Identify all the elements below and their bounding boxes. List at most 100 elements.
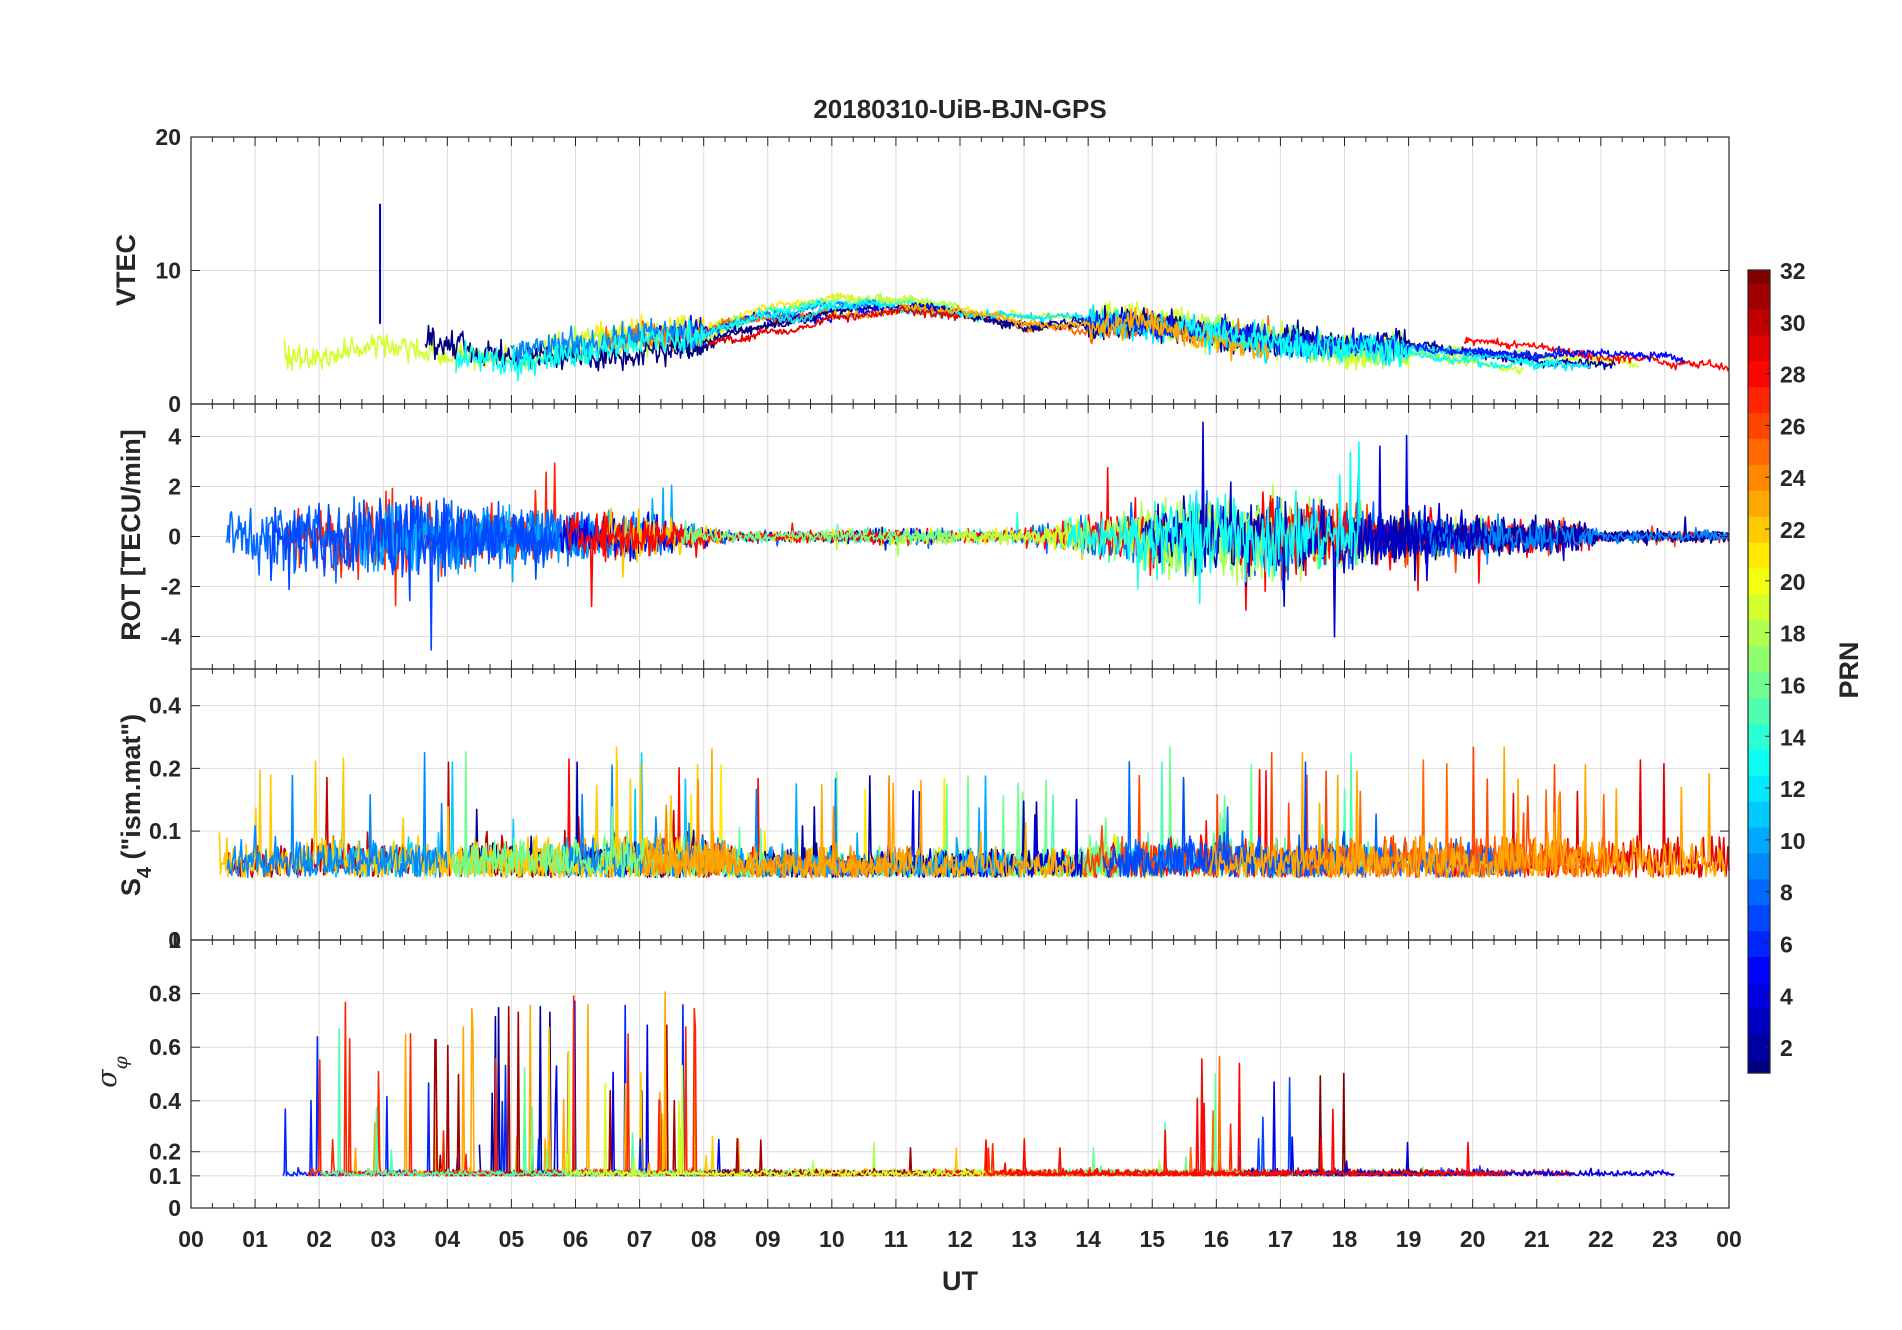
colorbar-tick-label: 8 — [1780, 880, 1793, 906]
x-tick-label: 19 — [1396, 1226, 1422, 1252]
prn-trace — [320, 1028, 708, 1177]
sigma-y-tick-label: 0.4 — [149, 1088, 181, 1114]
colorbar-swatch — [1748, 671, 1770, 699]
colorbar-swatch — [1748, 775, 1770, 802]
colorbar-tick-label: 10 — [1780, 828, 1806, 854]
x-tick-label: 13 — [1011, 1226, 1037, 1252]
prn-trace — [643, 748, 1076, 879]
sigma-ylabel: σφ — [92, 1055, 132, 1087]
rot-y-tick-label: 4 — [168, 424, 181, 450]
vtec-traces — [283, 203, 1730, 382]
rot-panel: -4 -2 0 2 4 — [161, 403, 1730, 670]
colorbar-swatch — [1748, 593, 1770, 621]
x-tick-label: 15 — [1139, 1226, 1165, 1252]
x-tick-label: 20 — [1460, 1226, 1486, 1252]
vtec-panel: 0 10 20 — [155, 124, 1730, 417]
vtec-y-tick-label: 20 — [155, 124, 181, 150]
s4-ylabel-sub: 4 — [134, 866, 156, 878]
colorbar-swatch — [1748, 334, 1770, 362]
s4-panel: 0.1 0.2 0.4 0 — [149, 668, 1730, 953]
x-tick-label: 14 — [1075, 1226, 1101, 1252]
prn-trace — [1207, 746, 1726, 879]
sigma-ylabel-main: σ — [92, 1068, 123, 1088]
prn-trace — [269, 495, 555, 651]
x-tick-label: 00 — [178, 1226, 204, 1252]
colorbar-swatch — [1748, 308, 1770, 336]
prn-trace — [1142, 421, 1490, 638]
colorbar-swatch — [1748, 270, 1770, 284]
colorbar-tick-label: 14 — [1780, 724, 1806, 750]
x-tick-label: 22 — [1588, 1226, 1614, 1252]
colorbar-swatch — [1748, 386, 1770, 414]
x-tick-label: 10 — [819, 1226, 845, 1252]
s4-ylabel-tail: ("ism.mat") — [116, 714, 146, 867]
colorbar-swatch — [1748, 438, 1770, 465]
colorbar-tick-label: 22 — [1780, 517, 1806, 543]
colorbar-frame — [1747, 269, 1771, 1074]
x-tick-label: 09 — [755, 1226, 781, 1252]
sigma-phi-panel: 0 0.10.2 0.4 0.6 0.8 1 — [149, 927, 1730, 1221]
sigma-y-tick-label: 0.8 — [149, 981, 181, 1007]
prn-trace — [510, 299, 877, 366]
colorbar-tick-label: 12 — [1780, 776, 1806, 802]
colorbar-swatch — [1748, 516, 1770, 543]
prn-trace — [831, 303, 1270, 362]
colorbar-swatch — [1748, 412, 1770, 439]
s4-y-tick-label: 0 — [168, 927, 181, 953]
colorbar-swatch — [1748, 878, 1770, 906]
colorbar-swatch — [1748, 645, 1770, 673]
colorbar-swatch — [1748, 852, 1770, 880]
sigma-y-tick-label: 0.2 — [149, 1139, 181, 1165]
prn-trace — [1177, 313, 1557, 371]
colorbar-swatch — [1748, 904, 1770, 932]
prn-trace — [1463, 336, 1730, 372]
s4-y-tick-label: 0.1 — [149, 818, 181, 844]
x-tick-label: 06 — [563, 1226, 589, 1252]
x-tick-label: 12 — [947, 1226, 973, 1252]
vtec-ylabel: VTEC — [111, 234, 141, 306]
colorbar-label: PRN — [1834, 641, 1864, 698]
colorbar-tick-label: 18 — [1780, 621, 1806, 647]
prn-trace — [707, 305, 961, 346]
colorbar-swatch — [1748, 723, 1770, 750]
rot-ylabel: ROT [TECU/min] — [116, 429, 146, 640]
colorbar-swatch — [1748, 464, 1770, 491]
s4-y-tick-label: 0.2 — [149, 755, 181, 781]
colorbar-tick-label: 2 — [1780, 1035, 1793, 1061]
colorbar-tick-label: 4 — [1780, 983, 1793, 1009]
colorbar-swatch — [1748, 1060, 1770, 1074]
prn-trace — [998, 1097, 1507, 1177]
colorbar-swatch — [1748, 801, 1770, 828]
colorbar-swatch — [1748, 490, 1770, 517]
colorbar-tick-label: 30 — [1780, 310, 1806, 336]
colorbar-swatch — [1748, 1034, 1770, 1061]
colorbar-swatch — [1748, 541, 1770, 569]
x-tick-label: 08 — [691, 1226, 717, 1252]
colorbar-tick-label: 24 — [1780, 465, 1806, 491]
rot-y-tick-label: 2 — [168, 474, 181, 500]
x-tick-label: 04 — [435, 1226, 461, 1252]
prn-trace — [1073, 310, 1564, 362]
x-tick-label: 18 — [1332, 1226, 1358, 1252]
s4-ylabel-main: S — [116, 878, 146, 896]
rot-y-tick-label: 0 — [168, 524, 181, 550]
vtec-y-tick-label: 0 — [168, 391, 181, 417]
prn-trace — [1410, 509, 1730, 565]
sigma-ylabel-sub: φ — [110, 1055, 132, 1069]
s4-traces — [218, 746, 1730, 879]
x-axis-label: UT — [942, 1266, 978, 1296]
sigma-y-tick-label: 0.6 — [149, 1034, 181, 1060]
x-tick-label: 01 — [242, 1226, 268, 1252]
colorbar-swatch — [1748, 1008, 1770, 1035]
s4-ylabel: S4 ("ism.mat") — [116, 714, 156, 896]
x-tick-label: 17 — [1268, 1226, 1294, 1252]
x-tick-label: 16 — [1204, 1226, 1230, 1252]
x-tick-label: 05 — [499, 1226, 525, 1252]
prn-trace — [1065, 441, 1361, 605]
vtec-y-tick-label: 10 — [155, 258, 181, 284]
sigma-traces — [282, 991, 1675, 1177]
chart-title: 20180310-UiB-BJN-GPS — [813, 94, 1106, 124]
colorbar-tick-label: 26 — [1780, 413, 1806, 439]
